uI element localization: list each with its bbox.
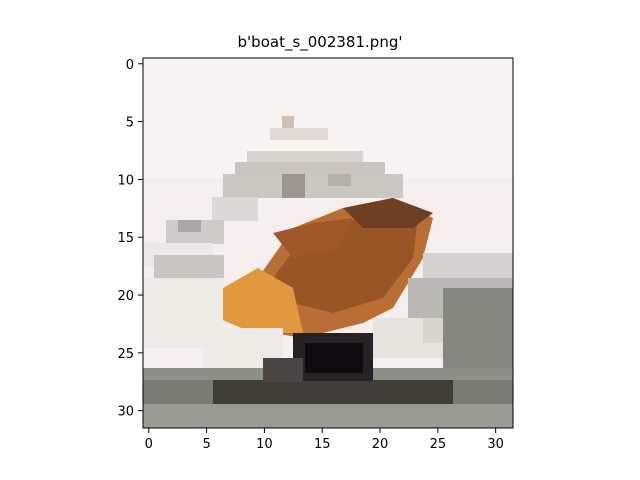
y-tick-label: 30 [117,405,134,420]
y-tick-label: 20 [117,289,134,304]
y-tick-label: 25 [117,347,134,362]
y-tick-label: 15 [117,231,134,246]
x-tick-label: 25 [430,437,447,452]
y-tick-label: 5 [126,116,134,131]
boat-hull [218,198,433,338]
x-tick-label: 20 [372,437,389,452]
y-axis: 0 5 10 15 20 25 30 [117,58,143,420]
x-axis: 0 5 10 15 20 25 30 [145,428,504,452]
x-tick-label: 5 [202,437,210,452]
y-tick-label: 10 [117,173,134,188]
boat-shadow [263,333,373,382]
axes-frame [142,57,514,429]
pixelated-image [143,58,513,428]
x-tick-label: 15 [314,437,331,452]
x-tick-label: 30 [487,437,504,452]
x-tick-label: 0 [145,437,153,452]
y-tick-label: 0 [126,58,134,73]
x-tick-label: 10 [256,437,273,452]
plot-title: b'boat_s_002381.png' [237,33,403,51]
